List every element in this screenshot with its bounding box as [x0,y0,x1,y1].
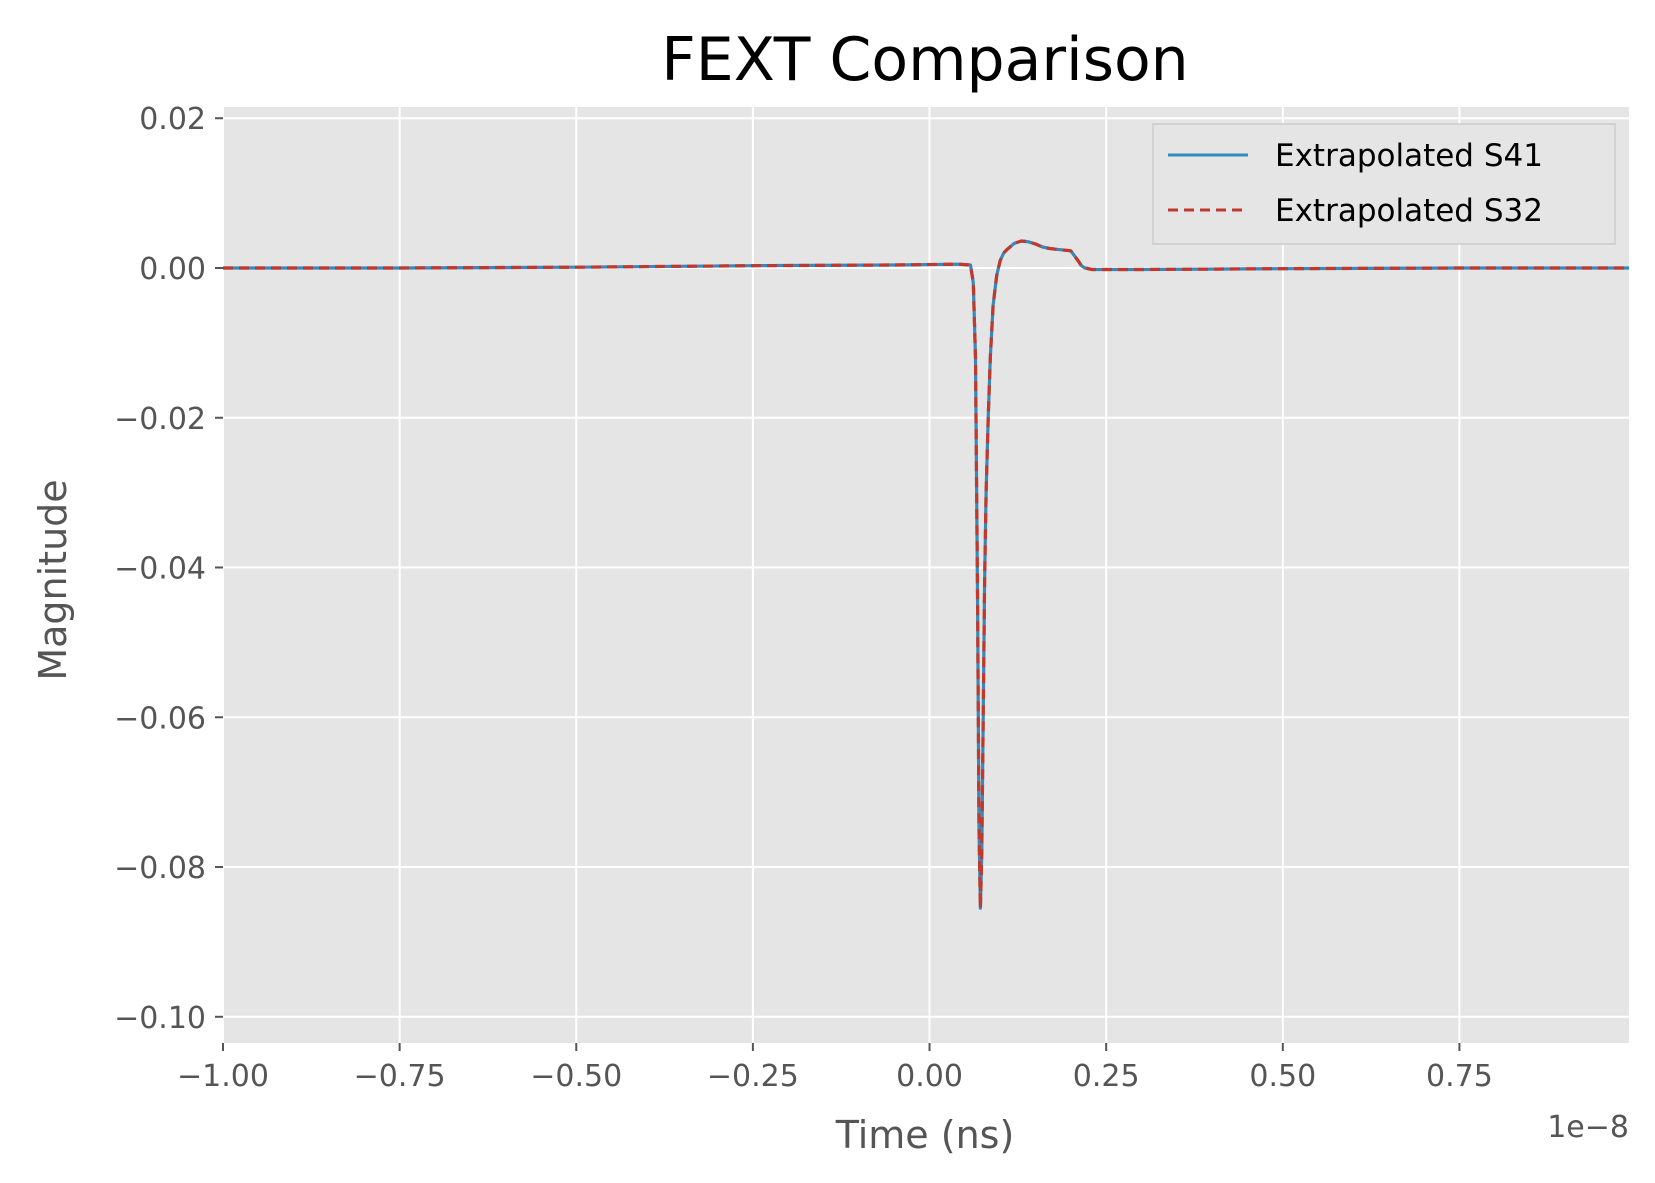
series-line-s32 [223,239,1629,910]
x-tick-label: −1.00 [177,1059,269,1094]
y-tick-label: 0.02 [139,102,206,137]
x-tick-label: 0.50 [1249,1059,1316,1094]
y-axis-ticks: 0.02 0.00 −0.02 −0.04 −0.06 −0.08 −0.10 [114,102,223,1036]
x-tick-label: −0.75 [354,1059,446,1094]
x-tick-label: −0.50 [530,1059,622,1094]
x-tick-label: −0.25 [707,1059,799,1094]
y-axis-label: Magnitude [31,479,75,680]
plot-area [223,107,1629,1043]
legend-box [1152,123,1616,245]
y-tick-label: −0.06 [114,701,206,736]
y-tick-label: −0.10 [114,1001,206,1036]
y-tick-label: −0.08 [114,851,206,886]
legend-label-s32: Extrapolated S32 [1275,193,1543,229]
chart-title: FEXT Comparison [661,25,1188,95]
x-tick-label: 0.00 [896,1059,963,1094]
legend: Extrapolated S41 Extrapolated S32 [1152,123,1616,245]
x-axis-offset-label: 1e−8 [1547,1110,1629,1145]
legend-label-s41: Extrapolated S41 [1275,138,1543,174]
grid-lines [222,107,1629,1043]
x-tick-label: 0.25 [1073,1059,1140,1094]
x-axis-ticks: −1.00 −0.75 −0.50 −0.25 0.00 0.25 0.50 0.75 [177,1043,1493,1094]
x-tick-label: 0.75 [1426,1059,1493,1094]
x-axis-label: Time (ns) [835,1113,1015,1157]
y-tick-label: −0.04 [114,552,206,587]
y-tick-label: −0.02 [114,402,206,437]
series-lines [223,239,1629,910]
y-tick-label: 0.00 [139,252,206,287]
